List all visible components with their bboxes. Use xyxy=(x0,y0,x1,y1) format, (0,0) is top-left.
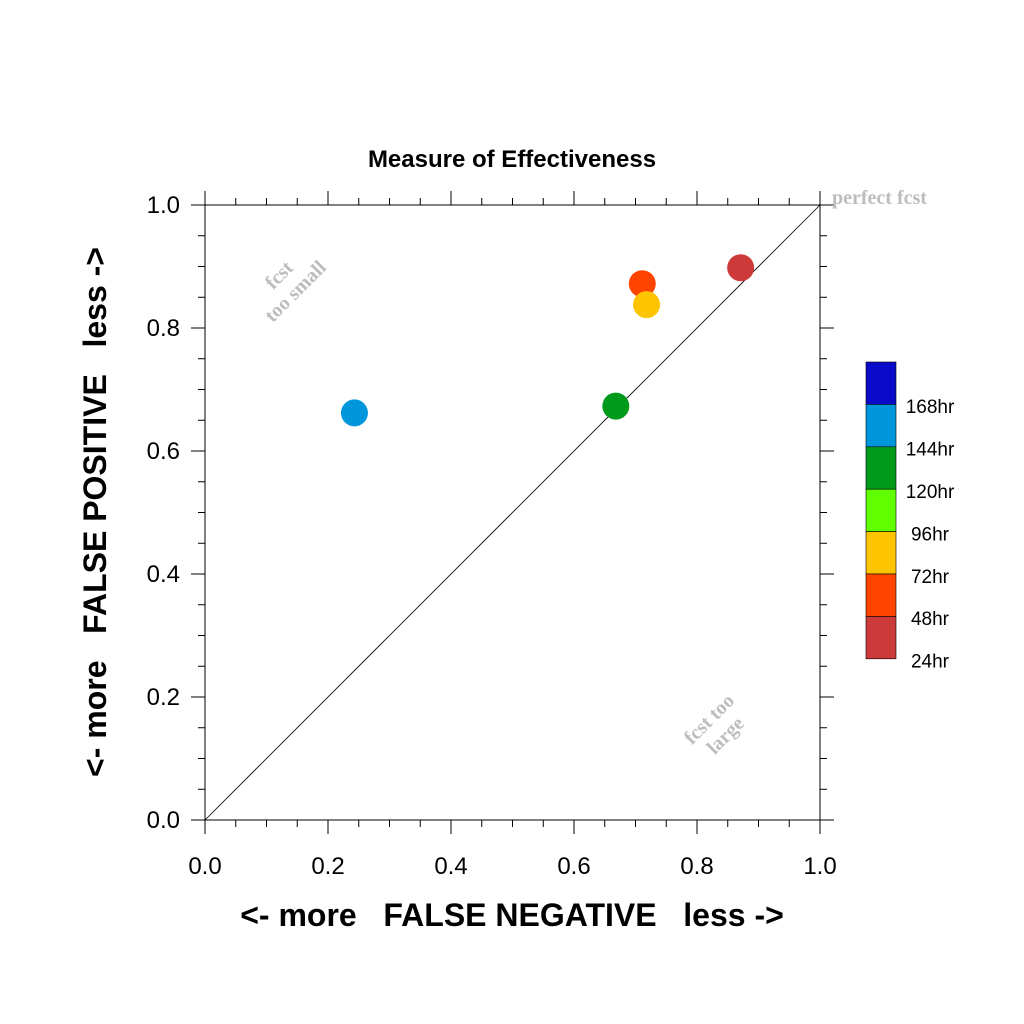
annotation-perfect-fcst: perfect fcst xyxy=(832,187,927,209)
x-axis-label: <- more FALSE NEGATIVE less -> xyxy=(240,897,784,933)
y-tick-label: 0.2 xyxy=(147,684,180,711)
legend-swatch-144hr xyxy=(865,404,897,448)
legend-swatch-168hr xyxy=(865,361,897,405)
data-point-144hr xyxy=(340,399,368,427)
legend-label-48hr: 48hr xyxy=(911,609,950,630)
chart-title: Measure of Effectiveness xyxy=(368,146,656,173)
x-tick-label: 0.0 xyxy=(188,853,221,880)
legend-label-24hr: 24hr xyxy=(911,652,950,673)
legend-label-72hr: 72hr xyxy=(911,567,950,588)
plot-axes: 0.0 0.2 0.4 0.6 0.8 1.0 0.0 0.2 0.4 0.6 0.8 1.0 xyxy=(147,191,837,880)
legend-label-168hr: 168hr xyxy=(906,397,955,418)
y-tick-label: 0.4 xyxy=(147,561,180,588)
data-point-120hr xyxy=(602,392,630,420)
y-tick-label: 1.0 xyxy=(147,192,180,219)
legend-label-96hr: 96hr xyxy=(911,524,950,545)
legend-swatch-96hr xyxy=(865,488,897,532)
y-axis-label: <- more FALSE POSITIVE less -> xyxy=(77,247,113,777)
x-tick-label: 1.0 xyxy=(803,853,836,880)
data-point-48hr xyxy=(628,270,656,298)
x-tick-label: 0.6 xyxy=(557,853,590,880)
diagonal-line xyxy=(204,204,821,821)
data-point-24hr xyxy=(727,254,755,282)
x-tick-label: 0.8 xyxy=(680,853,713,880)
data-point-72hr xyxy=(633,291,661,319)
x-tick-label: 0.4 xyxy=(434,853,467,880)
x-tick-label: 0.2 xyxy=(311,853,344,880)
y-tick-label: 0.0 xyxy=(147,807,180,834)
data-points xyxy=(340,254,755,427)
legend: 168hr 144hr 120hr 96hr 72hr 48hr 24hr xyxy=(865,361,955,673)
legend-label-144hr: 144hr xyxy=(906,440,955,461)
y-tick-label: 0.6 xyxy=(147,438,180,465)
legend-swatch-48hr xyxy=(865,573,897,617)
legend-swatch-120hr xyxy=(865,446,897,490)
y-tick-label: 0.8 xyxy=(147,315,180,342)
legend-swatch-24hr xyxy=(865,616,897,660)
legend-label-120hr: 120hr xyxy=(906,482,955,503)
legend-swatch-72hr xyxy=(865,531,897,575)
